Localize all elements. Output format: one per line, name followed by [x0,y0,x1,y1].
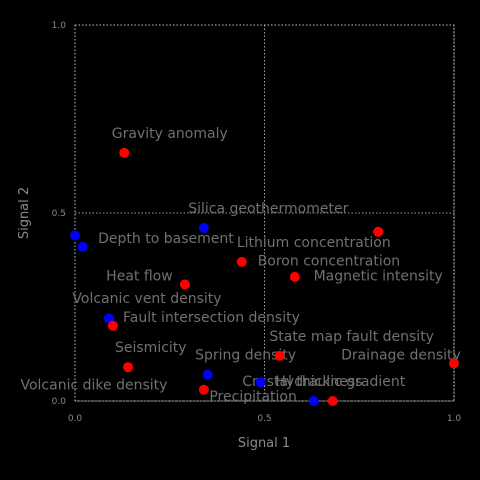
point-label: Gravity anomaly [112,126,228,142]
blue-data-point [77,241,88,252]
y-tick-label: 0.0 [52,397,67,407]
y-tick-label: 1.0 [52,21,67,31]
grid [74,24,455,402]
tick-labels: 0.0 0.5 1.0 0.0 0.5 1.0 [52,21,462,424]
point-label: Boron concentration [258,254,400,270]
data-points [70,147,459,406]
blue-data-point [308,396,319,406]
point-label: Seismicity [115,340,187,356]
red-data-point [327,396,338,406]
blue-data-point [202,369,213,380]
point-label: Magnetic intensity [314,269,443,285]
red-data-point [236,256,247,267]
red-data-point [449,358,459,369]
point-label: Volcanic vent density [72,291,221,307]
point-label: Volcanic dike density [20,378,167,394]
red-data-point [198,384,209,395]
point-label: Hydraulic gradient [275,374,405,390]
y-axis-title: Signal 2 [17,187,32,239]
point-label: Heat flow [106,269,173,285]
red-data-point [289,271,300,282]
red-data-point [373,226,384,237]
point-label: Silica geothermometer [188,201,348,217]
x-tick-label: 1.0 [447,414,462,424]
y-tick-label: 0.5 [52,209,66,219]
x-tick-label: 0.5 [257,414,271,424]
point-label: Lithium concentration [237,235,391,251]
point-label: Fault intersection density [123,310,300,326]
red-data-point [119,147,130,158]
point-labels: Gravity anomaly Silica geothermometer Dept… [20,126,460,405]
blue-data-point [255,377,266,388]
point-label: Spring density [195,348,296,364]
blue-data-point [198,223,209,234]
point-label: Crustal thickness [242,374,362,390]
red-data-point [274,350,285,361]
x-tick-label: 0.0 [68,414,83,424]
red-data-point [123,362,134,373]
red-data-point [107,320,118,331]
point-label: Drainage density [341,348,461,364]
x-axis-title: Signal 1 [238,436,290,451]
point-label: Precipitation [209,389,297,405]
red-data-point [179,279,190,290]
point-label: Depth to basement [98,231,234,247]
point-label: State map fault density [269,329,434,345]
blue-data-point [70,230,80,241]
blue-data-point [104,313,115,324]
